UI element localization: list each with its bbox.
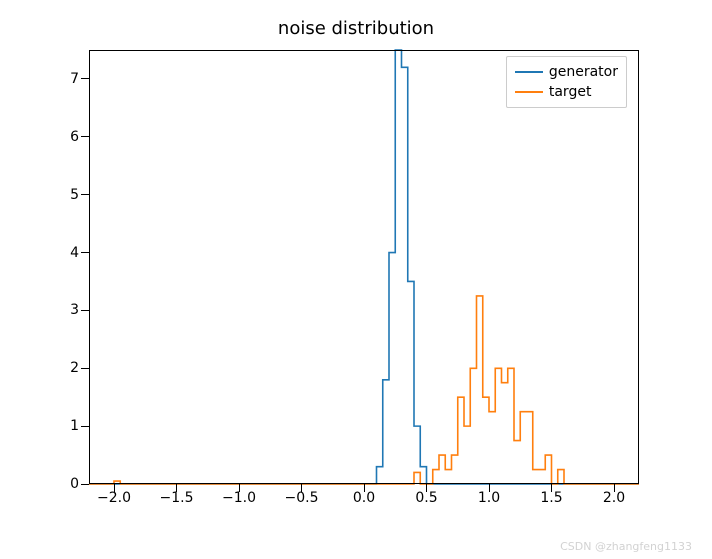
x-tick-label: 1.0 [478, 490, 500, 506]
legend-swatch-0 [515, 71, 543, 73]
x-tick-label: −0.5 [285, 490, 319, 506]
y-tick-label: 2 [49, 360, 79, 376]
y-tick-label: 3 [49, 302, 79, 318]
chart-axes: generator target 01234567−2.0−1.5−1.0−0.… [89, 50, 639, 484]
x-tick-label: 2.0 [603, 490, 625, 506]
y-tick-label: 1 [49, 418, 79, 434]
y-tick [81, 310, 89, 311]
y-tick [81, 426, 89, 427]
y-tick [81, 368, 89, 369]
x-tick-label: −1.5 [160, 490, 194, 506]
x-tick-label: 1.5 [540, 490, 562, 506]
legend-entry-target: target [515, 82, 618, 102]
legend-label-0: generator [549, 64, 618, 80]
y-tick [81, 136, 89, 137]
x-tick-label: 0.0 [353, 490, 375, 506]
y-tick [81, 78, 89, 79]
y-tick-label: 7 [49, 71, 79, 87]
legend: generator target [506, 56, 627, 108]
chart-title: noise distribution [0, 18, 712, 39]
y-tick-label: 0 [49, 476, 79, 492]
y-tick-label: 4 [49, 245, 79, 261]
y-tick-label: 6 [49, 129, 79, 145]
y-tick [81, 484, 89, 485]
watermark: CSDN @zhangfeng1133 [560, 540, 692, 553]
legend-label-1: target [549, 84, 592, 100]
y-tick [81, 194, 89, 195]
y-tick-label: 5 [49, 187, 79, 203]
legend-swatch-1 [515, 91, 543, 93]
figure: noise distribution generator target 0123… [0, 0, 712, 559]
x-tick-label: −2.0 [97, 490, 131, 506]
x-tick-label: 0.5 [415, 490, 437, 506]
x-tick-label: −1.0 [222, 490, 256, 506]
y-tick [81, 252, 89, 253]
axes-border [89, 50, 639, 484]
legend-entry-generator: generator [515, 62, 618, 82]
